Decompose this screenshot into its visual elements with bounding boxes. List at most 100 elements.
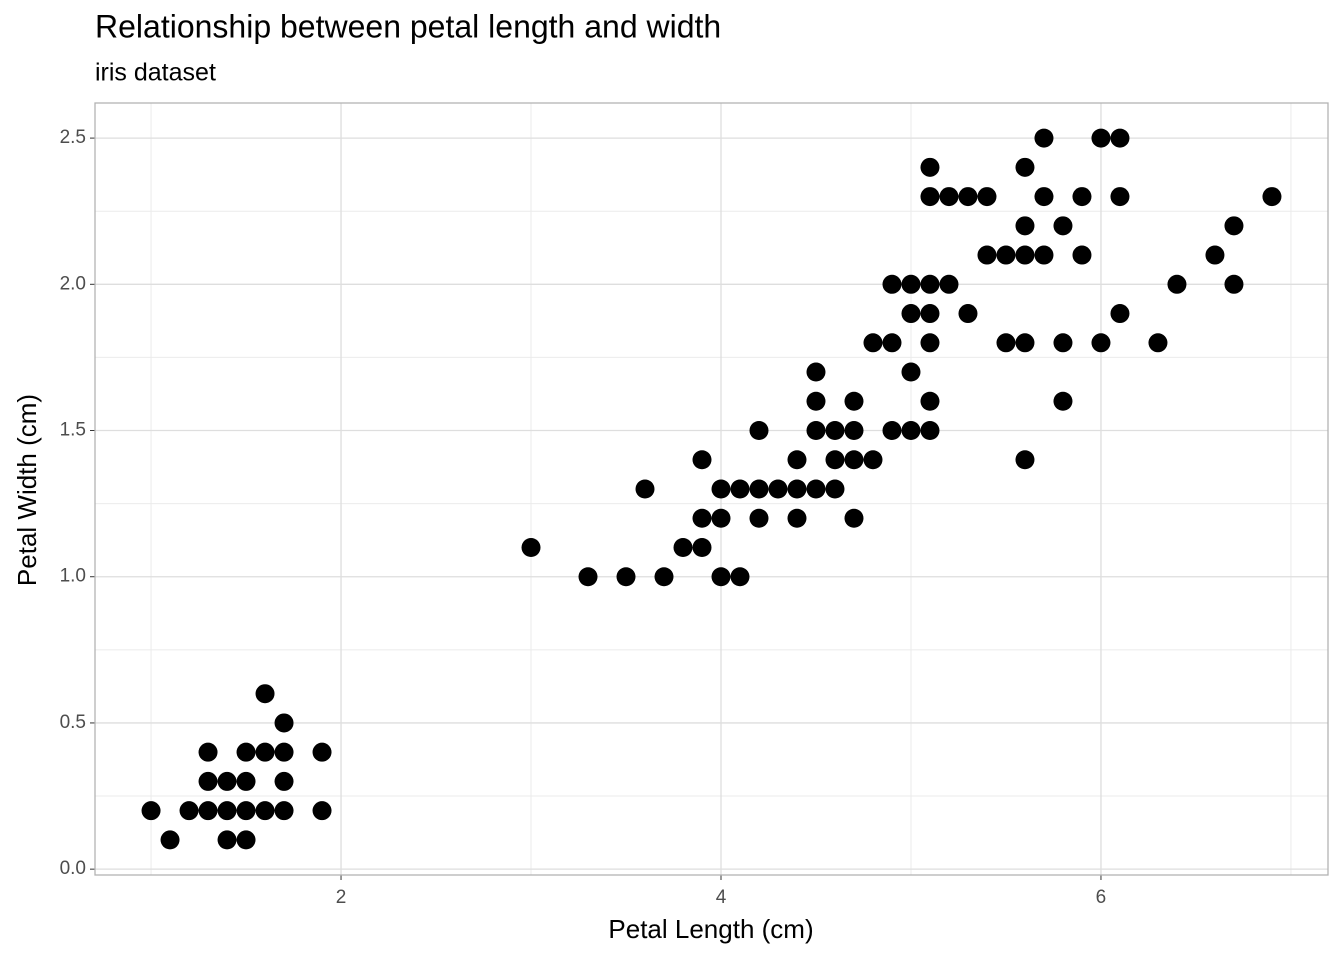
point xyxy=(920,157,940,177)
point xyxy=(274,742,294,762)
y-tick-label: 0.0 xyxy=(60,858,86,879)
point xyxy=(920,187,940,207)
point xyxy=(1224,274,1244,294)
point xyxy=(1262,187,1282,207)
point xyxy=(920,274,940,294)
point xyxy=(255,742,275,762)
point xyxy=(825,421,845,441)
point xyxy=(939,274,959,294)
point xyxy=(806,362,826,382)
point xyxy=(901,304,921,324)
point xyxy=(1053,333,1073,353)
point xyxy=(806,479,826,499)
point xyxy=(255,684,275,704)
point xyxy=(578,567,598,587)
point xyxy=(825,479,845,499)
point xyxy=(749,421,769,441)
point xyxy=(654,567,674,587)
point xyxy=(160,830,180,850)
point xyxy=(1148,333,1168,353)
point xyxy=(825,450,845,470)
point xyxy=(1015,450,1035,470)
point xyxy=(616,567,636,587)
point xyxy=(274,801,294,821)
x-tick-label: 2 xyxy=(336,887,347,908)
point xyxy=(768,479,788,499)
point xyxy=(1034,187,1054,207)
point xyxy=(844,421,864,441)
point xyxy=(844,391,864,411)
y-axis-title: Petal Width (cm) xyxy=(12,394,42,586)
x-axis-title: Petal Length (cm) xyxy=(608,914,813,944)
point xyxy=(673,537,693,557)
point xyxy=(1091,333,1111,353)
point xyxy=(179,801,199,821)
point xyxy=(236,830,256,850)
point xyxy=(977,245,997,265)
point xyxy=(749,479,769,499)
point xyxy=(1110,128,1130,148)
point xyxy=(844,508,864,528)
point xyxy=(787,450,807,470)
point xyxy=(1034,245,1054,265)
y-tick-label: 0.5 xyxy=(60,712,86,733)
point xyxy=(711,567,731,587)
point xyxy=(939,187,959,207)
plot-border xyxy=(94,102,1329,876)
point xyxy=(711,479,731,499)
point xyxy=(1167,274,1187,294)
point xyxy=(1205,245,1225,265)
point xyxy=(958,187,978,207)
point xyxy=(882,274,902,294)
point xyxy=(920,304,940,324)
point xyxy=(1110,187,1130,207)
point xyxy=(920,421,940,441)
point xyxy=(198,801,218,821)
x-tick-label: 4 xyxy=(716,887,727,908)
point xyxy=(920,391,940,411)
point xyxy=(217,771,237,791)
point xyxy=(996,333,1016,353)
point xyxy=(692,508,712,528)
x-tick-label: 6 xyxy=(1096,887,1107,908)
point xyxy=(787,508,807,528)
y-tick-label: 1.5 xyxy=(60,420,86,441)
point xyxy=(958,304,978,324)
point xyxy=(1072,245,1092,265)
point xyxy=(1034,128,1054,148)
y-tick-label: 1.0 xyxy=(60,566,86,587)
point xyxy=(1072,187,1092,207)
point xyxy=(1015,245,1035,265)
point xyxy=(882,333,902,353)
point xyxy=(996,245,1016,265)
point xyxy=(749,508,769,528)
y-tick-label: 2.0 xyxy=(60,273,86,294)
point xyxy=(806,391,826,411)
point xyxy=(806,421,826,441)
point xyxy=(312,742,332,762)
point xyxy=(521,537,541,557)
point xyxy=(901,421,921,441)
point xyxy=(711,508,731,528)
point xyxy=(1053,216,1073,236)
point xyxy=(217,801,237,821)
point xyxy=(312,801,332,821)
point xyxy=(730,479,750,499)
point xyxy=(692,450,712,470)
chart-subtitle: iris dataset xyxy=(95,59,216,87)
point xyxy=(1224,216,1244,236)
point xyxy=(844,450,864,470)
y-tick-label: 2.5 xyxy=(60,127,86,148)
point xyxy=(901,274,921,294)
point xyxy=(882,421,902,441)
point xyxy=(274,713,294,733)
point xyxy=(1015,157,1035,177)
point xyxy=(255,801,275,821)
point xyxy=(1091,128,1111,148)
point xyxy=(1110,304,1130,324)
point xyxy=(863,450,883,470)
point xyxy=(236,771,256,791)
point xyxy=(977,187,997,207)
point xyxy=(198,742,218,762)
